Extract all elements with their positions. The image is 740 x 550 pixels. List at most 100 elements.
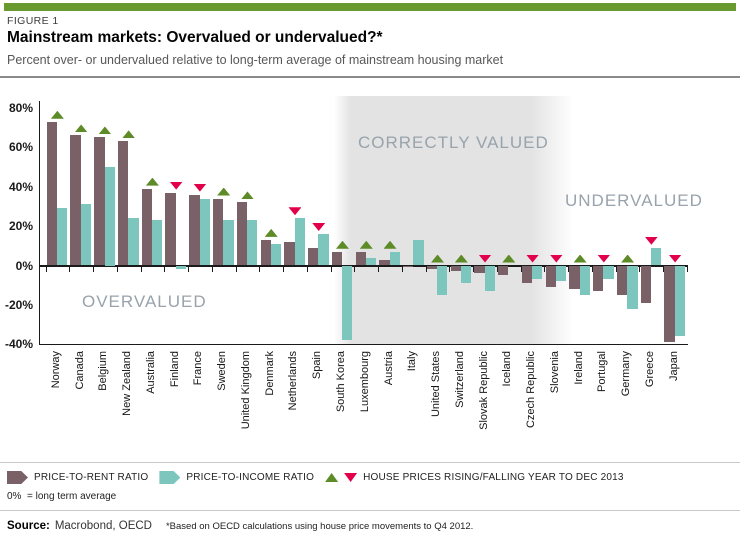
- arrow-up-canada: [74, 124, 88, 133]
- bar-price-to-income-luxembourg: [365, 257, 377, 266]
- arrow-up-iceland: [502, 254, 516, 263]
- zero-axis-tick: [259, 266, 261, 272]
- bar-price-to-rent-italy: [403, 265, 414, 268]
- x-label-germany: Germany: [620, 350, 633, 396]
- legend-label: HOUSE PRICES RISING/FALLING YEAR TO DEC …: [363, 472, 624, 483]
- x-label-norway: Norway: [49, 350, 62, 388]
- bar-price-to-rent-netherlands: [284, 241, 295, 266]
- bar-price-to-rent-norway: [46, 121, 57, 266]
- arrow-down-netherlands: [288, 207, 302, 216]
- x-label-denmark: Denmark: [263, 350, 276, 396]
- y-tick-label-20: 20%: [8, 219, 33, 234]
- bar-price-to-rent-australia: [141, 188, 153, 266]
- bar-price-to-rent-portugal: [593, 265, 604, 292]
- bar-price-to-rent-sweden: [213, 198, 224, 266]
- footer: Source: Macrobond, OECD *Based on OECD c…: [7, 520, 473, 532]
- legend-label: PRICE-TO-INCOME RATIO: [186, 472, 315, 483]
- arrow-up-sweden: [217, 187, 231, 196]
- legend: PRICE-TO-RENT RATIO PRICE-TO-INCOME RATI…: [7, 471, 624, 484]
- x-label-belgium: Belgium: [97, 350, 110, 391]
- zero-axis-tick: [45, 266, 47, 272]
- bar-price-to-income-slovenia: [555, 265, 567, 282]
- bar-price-to-income-austria: [389, 251, 400, 266]
- rising-triangle-icon: [325, 473, 339, 482]
- zero-axis-tick: [687, 266, 688, 272]
- zero-axis-tick: [211, 266, 213, 272]
- arrow-up-new-zealand: [122, 130, 136, 139]
- zero-axis-tick: [591, 266, 593, 272]
- zone-label-correctly-valued: CORRECTLY VALUED: [358, 133, 549, 152]
- bar-price-to-rent-germany: [616, 265, 628, 296]
- header-divider: [0, 76, 740, 78]
- zero-axis-tick: [330, 266, 332, 272]
- bar-price-to-rent-austria: [379, 259, 390, 266]
- bar-price-to-rent-united-kingdom: [236, 202, 248, 266]
- zero-axis-tick: [164, 266, 166, 272]
- zero-axis-tick: [663, 266, 665, 272]
- zero-axis-tick: [283, 266, 285, 272]
- x-label-south-korea: South Korea: [334, 350, 347, 412]
- zero-axis-tick: [69, 266, 71, 272]
- bar-price-to-rent-denmark: [260, 239, 271, 266]
- x-label-ireland: Ireland: [572, 350, 585, 385]
- x-label-france: France: [192, 350, 205, 385]
- bar-price-to-rent-finland: [165, 192, 176, 266]
- x-label-slovenia: Slovenia: [548, 350, 561, 393]
- bar-price-to-income-slovak-republic: [484, 265, 495, 292]
- bar-price-to-rent-spain: [308, 247, 319, 266]
- arrow-down-slovenia: [549, 254, 563, 263]
- source-label: Source:: [7, 520, 50, 532]
- legend-divider: [0, 462, 740, 463]
- bar-price-to-income-japan: [674, 265, 686, 337]
- x-label-japan: Japan: [667, 350, 680, 381]
- arrow-up-australia: [145, 177, 159, 186]
- arrow-up-norway: [50, 110, 64, 119]
- x-label-united-states: United States: [430, 350, 443, 417]
- arrow-down-greece: [644, 236, 658, 245]
- figure-label: FIGURE 1: [7, 15, 59, 27]
- zero-axis-tick: [235, 266, 237, 272]
- bar-price-to-income-australia: [152, 220, 163, 266]
- x-label-switzerland: Switzerland: [453, 350, 466, 408]
- price-to-rent-swatch-icon: [7, 471, 28, 484]
- zero-axis-tick: [425, 266, 427, 272]
- legend-label: PRICE-TO-RENT RATIO: [34, 472, 149, 483]
- bar-price-to-rent-switzerland: [450, 265, 461, 272]
- x-label-spain: Spain: [311, 350, 324, 379]
- y-tick-label-40: 40%: [8, 179, 33, 194]
- bar-price-to-income-sweden: [223, 220, 234, 266]
- zero-axis-tick: [520, 266, 522, 272]
- bar-price-to-rent-canada: [70, 135, 81, 266]
- bar-price-to-income-greece: [650, 247, 662, 266]
- zero-axis-tick: [378, 266, 380, 272]
- bar-price-to-income-finland: [175, 265, 187, 270]
- x-label-united-kingdom: United Kingdom: [239, 350, 252, 429]
- x-label-greece: Greece: [643, 350, 656, 387]
- bar-price-to-income-netherlands: [294, 218, 305, 266]
- bar-price-to-income-canada: [80, 204, 92, 266]
- bar-price-to-rent-iceland: [498, 265, 509, 276]
- bar-price-to-rent-japan: [664, 265, 675, 343]
- arrow-up-south-korea: [335, 240, 349, 249]
- bottom-axis-line: [38, 343, 688, 345]
- bar-price-to-income-united-kingdom: [247, 220, 258, 266]
- zero-axis-tick: [354, 266, 356, 272]
- zero-axis-tick: [544, 266, 546, 272]
- arrow-up-united-kingdom: [240, 191, 254, 200]
- bar-price-to-income-switzerland: [460, 265, 472, 284]
- bar-price-to-income-spain: [318, 233, 329, 266]
- bar-price-to-income-new-zealand: [128, 218, 139, 266]
- x-label-australia: Australia: [144, 350, 157, 394]
- bar-price-to-rent-greece: [640, 265, 651, 303]
- arrow-down-czech-republic: [526, 254, 540, 263]
- footer-divider: [0, 510, 740, 511]
- legend-item-price-to-income: PRICE-TO-INCOME RATIO: [159, 471, 314, 484]
- footnote: *Based on OECD calculations using house …: [165, 521, 474, 532]
- bar-price-to-rent-czech-republic: [521, 265, 533, 284]
- zone-label-overvalued: OVERVALUED: [82, 292, 207, 311]
- zero-axis-tick: [568, 266, 570, 272]
- zero-axis-tick: [496, 266, 498, 272]
- zero-axis-tick: [188, 266, 190, 272]
- x-label-slovak-republic: Slovak Republic: [477, 350, 490, 430]
- y-tick-label-60: 60%: [8, 140, 33, 155]
